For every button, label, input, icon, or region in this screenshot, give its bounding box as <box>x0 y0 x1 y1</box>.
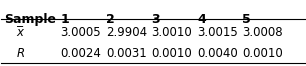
Text: 3.0010: 3.0010 <box>151 27 192 39</box>
Text: 3.0008: 3.0008 <box>242 27 283 39</box>
Text: 2: 2 <box>106 13 115 26</box>
Text: 0.0010: 0.0010 <box>151 47 192 60</box>
Text: 5: 5 <box>242 13 251 26</box>
Text: x̅: x̅ <box>17 27 24 39</box>
Text: 0.0031: 0.0031 <box>106 47 147 60</box>
Text: 3: 3 <box>151 13 160 26</box>
Text: 4: 4 <box>197 13 206 26</box>
Text: Sample: Sample <box>4 13 56 26</box>
Text: 3.0005: 3.0005 <box>61 27 101 39</box>
Text: 0.0024: 0.0024 <box>61 47 101 60</box>
Text: 1: 1 <box>61 13 69 26</box>
Text: 2.9904: 2.9904 <box>106 27 147 39</box>
Text: 3.0015: 3.0015 <box>197 27 238 39</box>
Text: 0.0040: 0.0040 <box>197 47 238 60</box>
Text: 0.0010: 0.0010 <box>242 47 283 60</box>
Text: R: R <box>17 47 25 60</box>
